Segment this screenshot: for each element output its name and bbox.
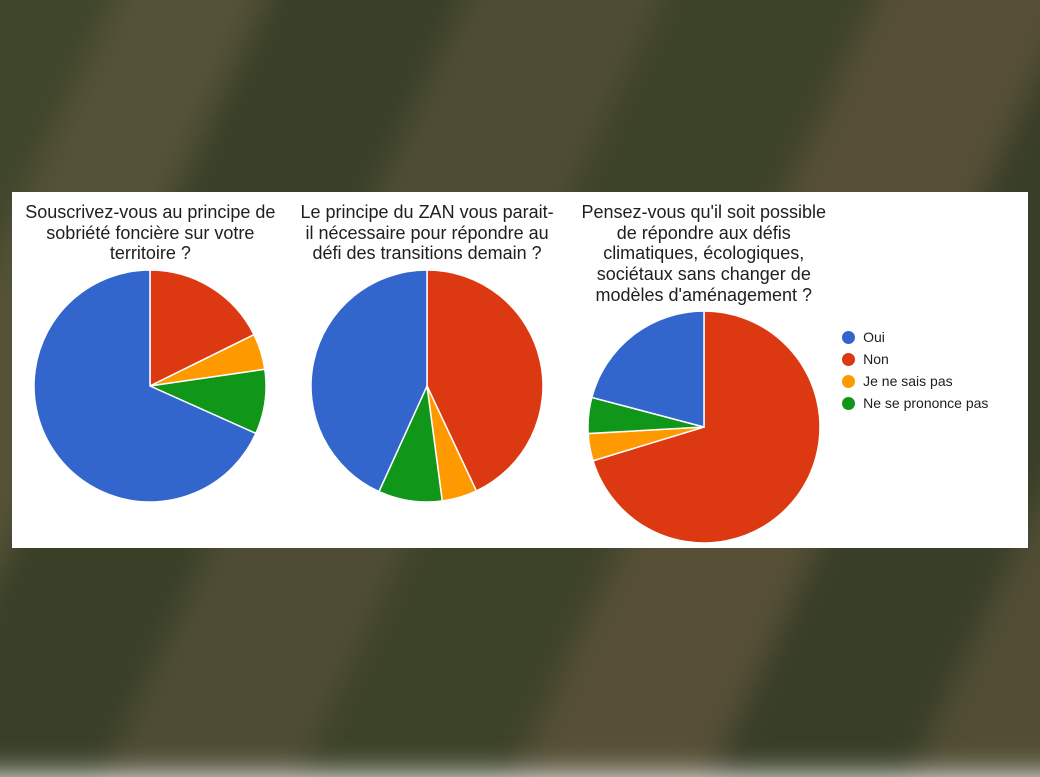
pie-holder: 70,3%20,9% bbox=[588, 311, 820, 543]
legend-item-non: Non bbox=[842, 351, 1020, 367]
legend-label: Non bbox=[863, 351, 889, 367]
chart-title: Pensez-vous qu'il soit possible de répon… bbox=[575, 202, 832, 305]
pie-chart-2: Le principe du ZAN vous parait-il nécess… bbox=[289, 192, 566, 548]
legend-swatch bbox=[842, 375, 855, 388]
pie-holder: 17,7%9%68,3% bbox=[34, 270, 266, 502]
legend-swatch bbox=[842, 353, 855, 366]
legend-swatch bbox=[842, 331, 855, 344]
legend: Oui Non Je ne sais pas Ne se prononce pa… bbox=[842, 192, 1028, 548]
chart-title: Souscrivez-vous au principe de sobriété … bbox=[22, 202, 279, 264]
charts-row: Souscrivez-vous au principe de sobriété … bbox=[12, 192, 842, 548]
pie-holder: 43%8,9%43,2% bbox=[311, 270, 543, 502]
chart-title: Le principe du ZAN vous parait-il nécess… bbox=[299, 202, 556, 264]
legend-item-nspp: Ne se prononce pas bbox=[842, 395, 1020, 411]
legend-item-oui: Oui bbox=[842, 329, 1020, 345]
legend-swatch bbox=[842, 397, 855, 410]
legend-label: Ne se prononce pas bbox=[863, 395, 988, 411]
legend-item-jsp: Je ne sais pas bbox=[842, 373, 1020, 389]
charts-panel: Souscrivez-vous au principe de sobriété … bbox=[12, 192, 1028, 548]
legend-label: Je ne sais pas bbox=[863, 373, 953, 389]
legend-label: Oui bbox=[863, 329, 885, 345]
pie-chart-1: Souscrivez-vous au principe de sobriété … bbox=[12, 192, 289, 548]
pie-chart-3: Pensez-vous qu'il soit possible de répon… bbox=[565, 192, 842, 548]
